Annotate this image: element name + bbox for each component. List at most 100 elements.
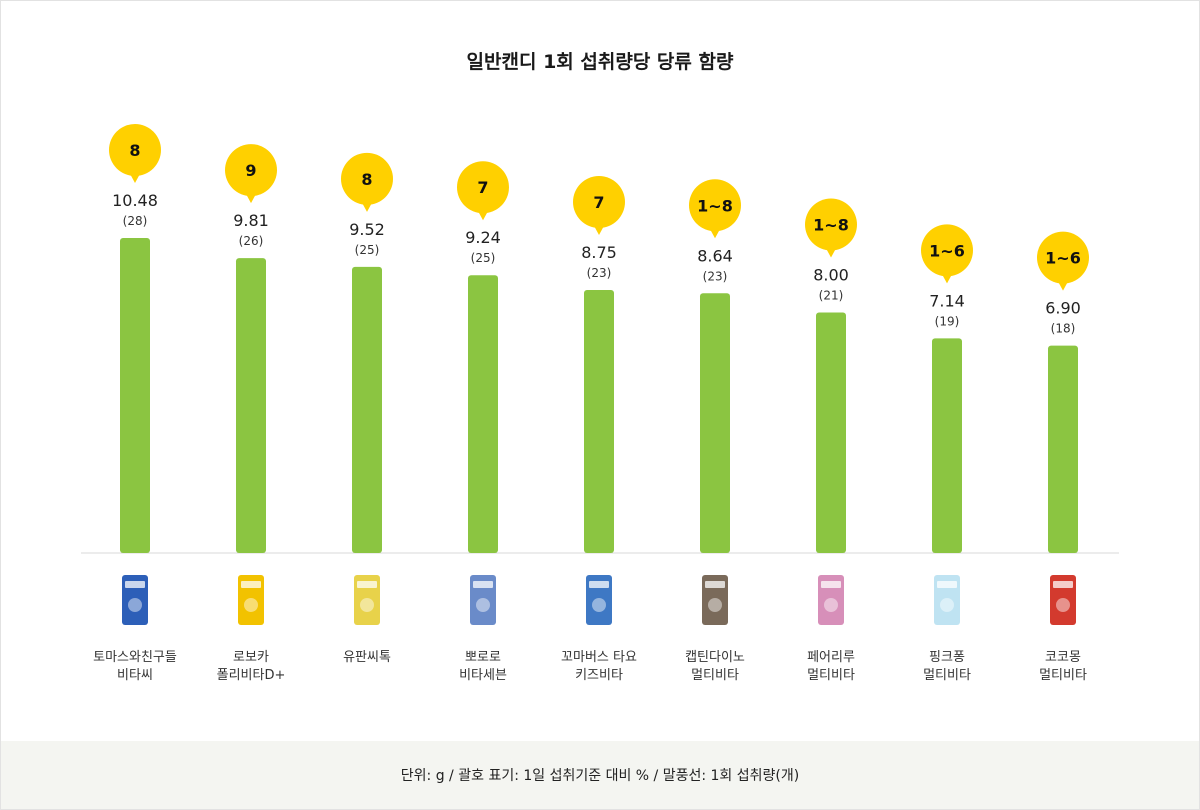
percent-label: (19) <box>935 314 960 328</box>
percent-label: (21) <box>819 289 844 303</box>
bubble-circle <box>805 198 857 251</box>
speech-bubble: 8 <box>109 123 161 183</box>
category-label: 비타세븐 <box>459 668 507 683</box>
percent-label: (23) <box>587 266 612 280</box>
bar <box>816 312 846 553</box>
bar <box>1048 345 1078 553</box>
value-label: 9.81 <box>233 211 269 230</box>
bar <box>700 293 730 553</box>
package-character <box>244 598 258 612</box>
bubble-label: 1~6 <box>1045 249 1081 268</box>
bubble-circle <box>921 224 973 277</box>
bubble-label: 7 <box>477 178 488 197</box>
package-character <box>1056 598 1070 612</box>
value-label: 10.48 <box>112 191 158 210</box>
package-label-strip <box>1053 581 1073 588</box>
category-label: 꼬마버스 타요 <box>561 650 637 665</box>
package-label-strip <box>241 581 261 588</box>
bubble-circle <box>573 175 625 228</box>
package-character <box>824 598 838 612</box>
value-label: 8.00 <box>813 266 849 285</box>
package-character <box>708 598 722 612</box>
speech-bubble: 7 <box>573 175 625 235</box>
bubble-label: 9 <box>245 161 256 180</box>
value-label: 8.75 <box>581 243 617 262</box>
footer-note-bar: 단위: g / 괄호 표기: 1일 섭취기준 대비 % / 말풍선: 1회 섭취… <box>1 741 1199 809</box>
category-label: 멀티비타 <box>1039 668 1087 683</box>
category-label: 비타씨 <box>117 668 153 683</box>
speech-bubble: 1~6 <box>921 224 973 284</box>
bubble-label: 7 <box>593 193 604 212</box>
bubble-circle <box>689 179 741 232</box>
cocomong-candy-package-icon <box>1050 575 1076 625</box>
bubble-circle <box>457 161 509 214</box>
bubble-circle <box>341 152 393 205</box>
bar <box>932 338 962 553</box>
package-character <box>592 598 606 612</box>
speech-bubble: 1~8 <box>689 179 741 239</box>
bar <box>236 258 266 553</box>
package-character <box>940 598 954 612</box>
category-label: 멀티비타 <box>923 668 971 683</box>
bar <box>120 237 150 554</box>
value-label: 8.64 <box>697 246 733 265</box>
speech-bubble: 1~6 <box>1037 231 1089 291</box>
captain-dino-candy-package-icon <box>702 575 728 625</box>
thomas-candy-package-icon <box>122 575 148 625</box>
percent-label: (23) <box>703 269 728 283</box>
pororo-candy-jar-icon <box>470 575 496 625</box>
yupan-candy-package-icon <box>354 575 380 625</box>
tayo-candy-package-icon <box>586 575 612 625</box>
percent-label: (18) <box>1051 322 1076 336</box>
value-label: 7.14 <box>929 291 965 310</box>
package-character <box>476 598 490 612</box>
category-label: 멀티비타 <box>691 668 739 683</box>
category-label: 유판씨톡 <box>343 650 391 665</box>
footer-note: 단위: g / 괄호 표기: 1일 섭취기준 대비 % / 말풍선: 1회 섭취… <box>400 768 800 784</box>
bubble-label: 8 <box>361 170 372 189</box>
category-label: 핑크퐁 <box>929 650 965 665</box>
speech-bubble: 8 <box>341 152 393 212</box>
category-label: 코코몽 <box>1045 650 1081 665</box>
value-label: 6.90 <box>1045 299 1081 318</box>
bubble-circle <box>225 144 277 197</box>
bubble-circle <box>109 123 161 176</box>
bar <box>352 266 382 553</box>
package-label-strip <box>125 581 145 588</box>
category-label: 키즈비타 <box>575 668 623 683</box>
category-label: 멀티비타 <box>807 668 855 683</box>
percent-label: (25) <box>355 243 380 257</box>
category-label: 로보카 <box>233 650 269 665</box>
package-character <box>128 598 142 612</box>
package-label-strip <box>589 581 609 588</box>
percent-label: (25) <box>471 251 496 265</box>
robocar-poli-candy-package-icon <box>238 575 264 625</box>
category-label: 토마스와친구들 <box>93 650 177 665</box>
package-label-strip <box>705 581 725 588</box>
bar <box>468 275 498 553</box>
package-label-strip <box>473 581 493 588</box>
bubble-label: 1~6 <box>929 241 965 260</box>
value-label: 9.24 <box>465 228 501 247</box>
category-label: 뽀로로 <box>465 650 501 665</box>
category-label: 폴리비타D+ <box>217 668 286 683</box>
bubble-label: 1~8 <box>813 216 849 235</box>
category-label: 페어리루 <box>807 650 855 665</box>
package-label-strip <box>937 581 957 588</box>
package-character <box>360 598 374 612</box>
chart-title: 일반캔디 1회 섭취량당 당류 함량 <box>466 51 734 73</box>
pinkfong-candy-package-icon <box>934 575 960 625</box>
bubble-label: 1~8 <box>697 196 733 215</box>
speech-bubble: 7 <box>457 161 509 221</box>
package-label-strip <box>357 581 377 588</box>
speech-bubble: 1~8 <box>805 198 857 258</box>
package-label-strip <box>821 581 841 588</box>
percent-label: (28) <box>123 214 148 228</box>
category-label: 캡틴다이노 <box>685 650 745 665</box>
bubble-circle <box>1037 231 1089 284</box>
fairy-lu-candy-package-icon <box>818 575 844 625</box>
value-label: 9.52 <box>349 220 385 239</box>
bubble-label: 8 <box>129 141 140 160</box>
